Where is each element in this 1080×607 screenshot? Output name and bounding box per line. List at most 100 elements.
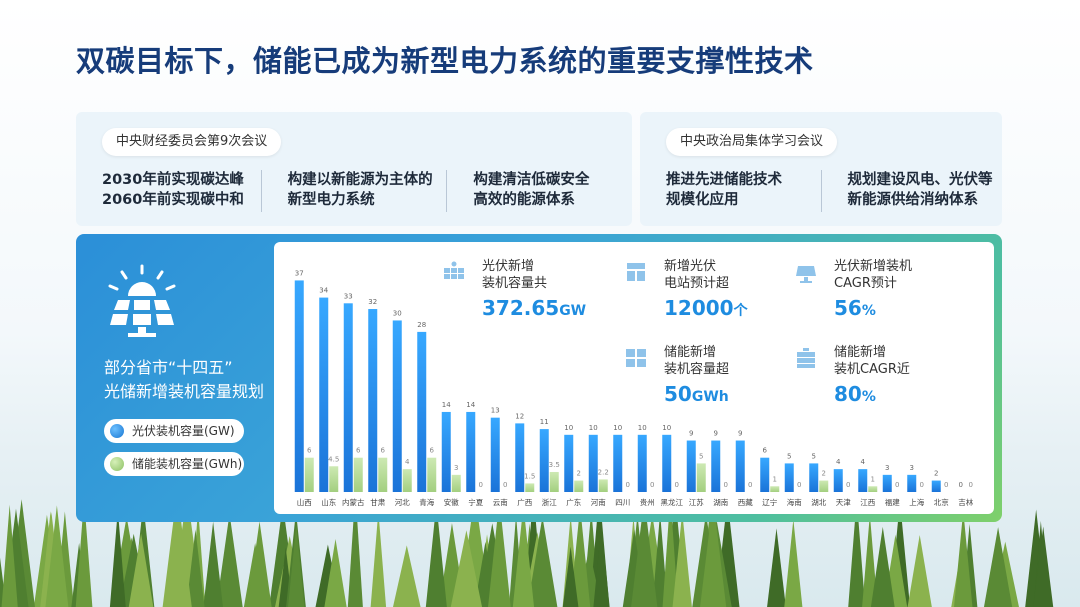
bar-pv (539, 429, 549, 492)
bar-pv (368, 309, 378, 492)
data-label-storage: 1.5 (524, 472, 535, 480)
bar-pv (515, 423, 525, 492)
bar-pv (931, 480, 941, 492)
tree (672, 512, 692, 607)
data-label-pv: 2 (934, 470, 938, 478)
legend-pv-dot (110, 424, 124, 438)
tree (870, 526, 895, 607)
data-label-pv: 13 (491, 407, 500, 415)
data-label-storage: 3.5 (549, 461, 560, 469)
data-label-storage: 1 (773, 475, 777, 483)
data-label-storage: 2.2 (598, 468, 609, 476)
stat-storage-capacity-label: 储能新增 装机容量超 (664, 345, 730, 377)
tree (203, 521, 223, 607)
data-label-storage: 4 (405, 458, 410, 466)
category-label: 内蒙古 (342, 497, 365, 507)
data-label-storage: 4.5 (328, 455, 339, 463)
data-label-storage: 0 (846, 481, 850, 489)
meeting-pill-finance: 中央财经委员会第9次会议 (102, 128, 282, 156)
chart-card: 37 6 山西 34 4.5 山东 33 6 内蒙古 32 6 甘肃 30 4 河北 28 6 青海 14 3 安徽 14… (274, 242, 994, 514)
data-label-storage: 0 (503, 481, 507, 489)
bar-storage (598, 479, 608, 492)
data-label-storage: 0 (675, 481, 679, 489)
power-station-icon (627, 263, 645, 281)
meeting-pill-politburo: 中央政治局集体学习会议 (666, 128, 838, 156)
category-label: 广东 (566, 497, 581, 507)
data-label-storage: 1 (871, 475, 875, 483)
bar-storage (868, 486, 878, 492)
bar-storage (770, 486, 780, 492)
bar-pv (809, 463, 819, 492)
side-title: 部分省市“十四五” 光储新增装机容量规划 (104, 358, 265, 401)
policy-item-storage-tech: 推进先进储能技术 规模化应用 (666, 172, 782, 208)
data-label-pv: 10 (589, 424, 598, 432)
storage-growth-icon (797, 348, 815, 368)
category-label: 江西 (860, 498, 875, 507)
category-label: 广西 (517, 497, 532, 507)
category-label: 甘肃 (370, 497, 385, 507)
tree (1033, 526, 1054, 607)
tree (392, 545, 421, 607)
category-label: 湖北 (811, 498, 826, 507)
central-finance-meeting-panel: 中央财经委员会第9次会议 2030年前实现碳达峰 2060年前实现碳中和 构建以… (76, 112, 632, 226)
data-label-pv: 10 (564, 424, 573, 432)
category-label: 青海 (419, 497, 434, 507)
tree (370, 511, 387, 607)
data-label-pv: 0 (959, 481, 963, 489)
data-label-storage: 5 (699, 452, 703, 460)
tree (652, 513, 668, 607)
tree (767, 528, 786, 607)
bar-storage (304, 457, 314, 492)
bar-storage (329, 466, 339, 492)
data-label-storage: 0 (479, 481, 483, 489)
data-label-pv: 10 (662, 424, 671, 432)
data-label-pv: 14 (442, 401, 451, 409)
solar-panel-icon (444, 261, 464, 279)
data-label-storage: 0 (650, 481, 654, 489)
bar-storage (525, 483, 535, 492)
bar-pv (294, 280, 304, 492)
tree (907, 535, 932, 607)
tree (662, 495, 679, 607)
data-label-pv: 5 (812, 452, 816, 460)
legend-storage-label: 储能装机容量(GWh) (132, 457, 243, 471)
category-label: 福建 (885, 497, 900, 507)
data-label-storage: 0 (748, 481, 752, 489)
data-label-storage: 6 (307, 447, 312, 455)
bar-pv (686, 440, 696, 492)
bar-pv (882, 474, 892, 492)
data-label-pv: 28 (417, 321, 426, 329)
tree (593, 524, 610, 607)
category-label: 吉林 (958, 497, 973, 507)
category-label: 浙江 (542, 497, 557, 507)
data-label-storage: 0 (797, 481, 801, 489)
category-label: 上海 (909, 497, 924, 507)
category-label: 天津 (836, 498, 851, 507)
category-label: 河北 (395, 498, 410, 507)
category-label: 北京 (934, 497, 949, 507)
tree (288, 525, 305, 607)
data-label-pv: 9 (714, 430, 718, 438)
bar-pv (564, 434, 574, 492)
category-label: 湖南 (713, 497, 728, 507)
data-label-pv: 9 (689, 430, 693, 438)
category-label: 西藏 (738, 497, 753, 507)
data-label-pv: 9 (738, 430, 742, 438)
category-label: 黑龙江 (661, 497, 684, 507)
bar-storage (819, 480, 829, 492)
tree (1, 504, 18, 607)
data-label-storage: 6 (356, 447, 361, 455)
bar-pv (711, 440, 721, 492)
stat-pv-capacity-value: 372.65GW (482, 296, 587, 320)
data-label-storage: 2 (822, 470, 826, 478)
bar-chart: 376山西344.5山东336内蒙古326甘肃304河北286青海143安徽14… (294, 269, 974, 507)
tree (45, 505, 69, 607)
politburo-study-panel: 中央政治局集体学习会议 推进先进储能技术 规模化应用 规划建设风电、光伏等 新能… (640, 112, 1002, 226)
tree (247, 521, 272, 607)
category-label: 贵州 (640, 497, 655, 507)
tree (0, 557, 7, 607)
data-label-pv: 14 (466, 401, 475, 409)
tree (700, 499, 727, 607)
data-label-storage: 0 (920, 481, 924, 489)
stat-pv-stations-value: 12000个 (664, 296, 748, 320)
